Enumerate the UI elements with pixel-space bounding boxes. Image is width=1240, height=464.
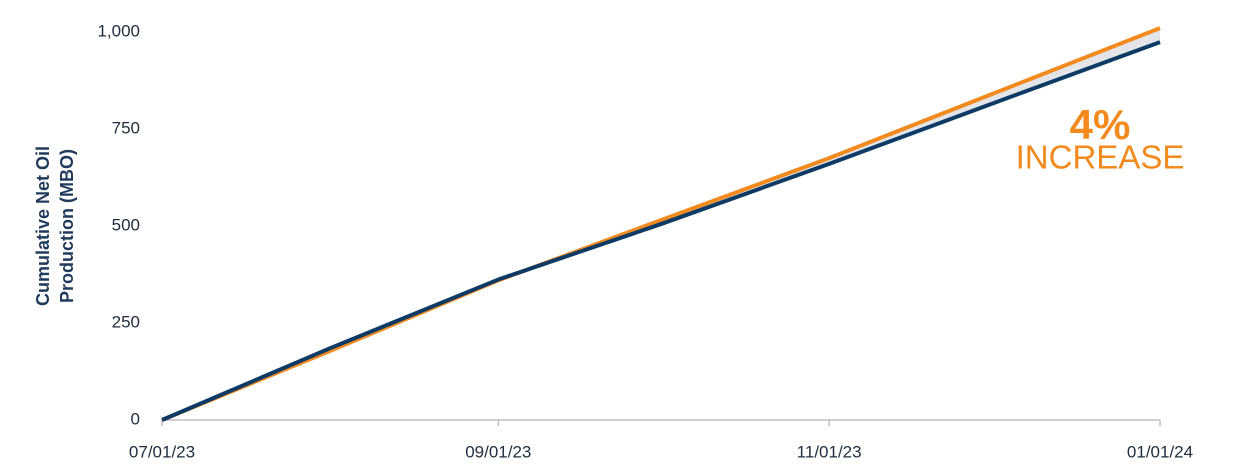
annotation: INCREASE bbox=[1016, 139, 1185, 176]
y-tick-label: 750 bbox=[112, 118, 140, 137]
x-tick-label: 11/01/23 bbox=[797, 442, 862, 461]
y-axis-label: Cumulative Net Oil bbox=[33, 146, 53, 306]
series-line bbox=[161, 40, 1161, 422]
y-tick-label: 0 bbox=[131, 409, 140, 428]
y-tick-label: 500 bbox=[112, 215, 140, 234]
y-tick-label: 1,000 bbox=[97, 21, 140, 40]
x-tick-label: 09/01/23 bbox=[465, 442, 531, 461]
series-line bbox=[161, 26, 1161, 422]
y-axis-label: Production (MBO) bbox=[57, 149, 77, 303]
x-tick-label: 01/01/24 bbox=[1127, 442, 1193, 461]
y-tick-label: 250 bbox=[112, 312, 140, 331]
annotation: 4% bbox=[1070, 101, 1131, 148]
x-tick-label: 07/01/23 bbox=[129, 442, 195, 461]
